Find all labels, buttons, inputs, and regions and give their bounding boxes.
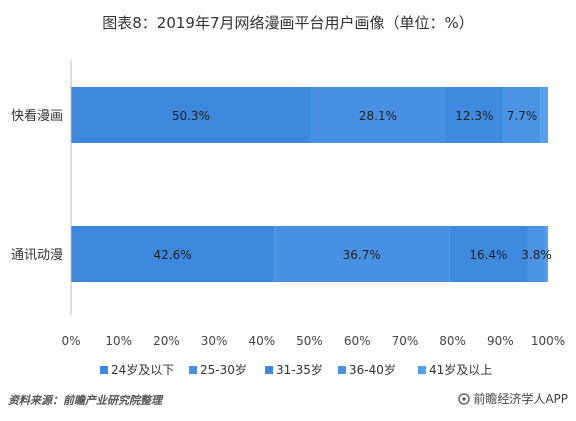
x-tick-label: 50% xyxy=(296,334,323,348)
data-label: 28.1% xyxy=(359,109,397,123)
category-label: 快看漫画 xyxy=(11,108,63,124)
source-note: 资料来源：前瞻产业研究院整理 xyxy=(8,394,162,407)
bar-segment xyxy=(449,226,528,282)
legend-label: 31-35岁 xyxy=(276,362,323,377)
bar-segment xyxy=(274,226,450,282)
x-tick-label: 60% xyxy=(344,334,371,348)
brand-text: 前瞻经济学人APP xyxy=(473,392,568,406)
chart-title: 图表8：2019年7月网络漫画平台用户画像（单位：%） xyxy=(102,14,474,32)
bar-segment xyxy=(71,87,311,143)
bar-segment xyxy=(540,87,548,143)
legend-swatch xyxy=(338,366,346,374)
legend-label: 24岁及以下 xyxy=(111,362,174,377)
data-label: 36.7% xyxy=(343,248,381,262)
legend-swatch xyxy=(265,366,273,374)
bar-segment xyxy=(503,87,541,143)
legend-swatch xyxy=(189,366,197,374)
x-tick-label: 100% xyxy=(531,334,565,348)
brand-icon xyxy=(458,392,470,405)
x-tick-label: 70% xyxy=(392,334,419,348)
bar-segment xyxy=(545,226,548,282)
legend-label: 25-30岁 xyxy=(200,362,247,377)
data-label: 50.3% xyxy=(172,109,210,123)
legend-label: 41岁及以上 xyxy=(429,362,492,377)
x-tick-label: 0% xyxy=(61,334,80,348)
legend-swatch xyxy=(418,366,426,374)
x-tick-label: 10% xyxy=(105,334,132,348)
x-tick-label: 90% xyxy=(487,334,514,348)
bar-segment xyxy=(444,87,504,143)
data-label: 3.8% xyxy=(521,248,552,262)
bar-segment xyxy=(310,87,445,143)
legend-label: 36-40岁 xyxy=(349,362,396,377)
x-tick-label: 20% xyxy=(153,334,180,348)
category-label: 通讯动漫 xyxy=(11,248,63,263)
data-label: 42.6% xyxy=(154,248,192,262)
bar-segment xyxy=(71,226,275,282)
x-tick-label: 80% xyxy=(439,334,466,348)
data-label: 7.7% xyxy=(507,109,538,123)
data-label: 12.3% xyxy=(455,109,493,123)
brand-credit: 前瞻经济学人APP xyxy=(458,390,568,407)
x-tick-label: 40% xyxy=(248,334,275,348)
data-label: 16.4% xyxy=(469,248,507,262)
x-tick-label: 30% xyxy=(201,334,228,348)
bar-segment xyxy=(527,226,546,282)
legend-swatch xyxy=(100,366,108,374)
